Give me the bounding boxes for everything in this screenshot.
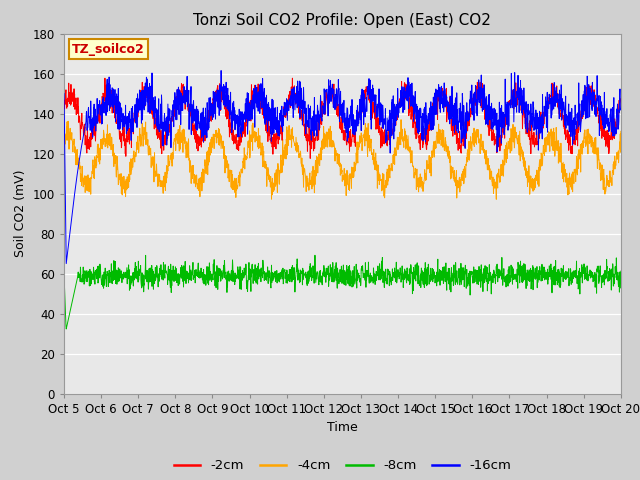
Y-axis label: Soil CO2 (mV): Soil CO2 (mV) [14,170,27,257]
Legend: -2cm, -4cm, -8cm, -16cm: -2cm, -4cm, -8cm, -16cm [168,454,516,478]
X-axis label: Time: Time [327,421,358,434]
Text: TZ_soilco2: TZ_soilco2 [72,43,145,56]
Title: Tonzi Soil CO2 Profile: Open (East) CO2: Tonzi Soil CO2 Profile: Open (East) CO2 [193,13,492,28]
